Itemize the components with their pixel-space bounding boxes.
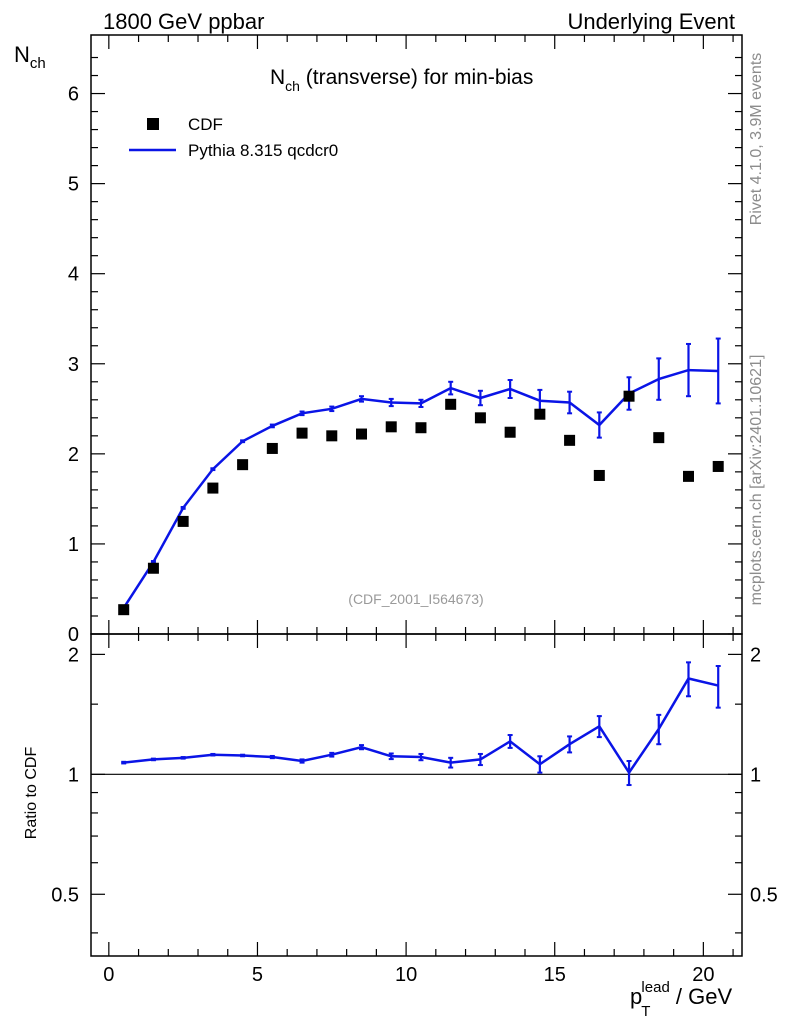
ratio-xtick-label: 20 [692,964,714,986]
cdf-point [266,442,278,454]
cdf-point [534,408,546,420]
cdf-point [326,430,338,442]
legend-label-pythia: Pythia 8.315 qcdcr0 [188,141,338,160]
main-title: Nch (transverse) for min-bias [270,66,533,94]
ratio-ylabel: Ratio to CDF [23,747,40,840]
mcplots-watermark: mcplots.cern.ch [arXiv:2401.10621] [748,355,765,606]
header-left: 1800 GeV ppbar [103,9,264,34]
cdf-point [177,515,189,527]
ratio-ytick-label: 2 [68,644,79,666]
main-ytick-label: 4 [68,264,79,286]
main-ytick-label: 0 [68,624,79,646]
cdf-point [415,422,427,434]
ratio-ytick-label-right: 0.5 [750,884,778,906]
main-ytick-label: 5 [68,174,79,196]
main-axis-ticks: 0 1 2 3 4 5 6 [68,35,742,646]
legend-marker-cdf [147,118,159,130]
main-ytick-label: 6 [68,84,79,106]
cdf-point [356,428,368,440]
main-ytick-label: 3 [68,354,79,376]
cdf-point [682,470,694,482]
cdf-point [147,562,159,574]
ratio-ytick-label-right: 2 [750,644,761,666]
x-axis-label: pTlead / GeV [630,979,732,1020]
ratio-xtick-label: 15 [544,964,566,986]
main-ytick-label: 1 [68,534,79,556]
analysis-tag: (CDF_2001_I564673) [348,591,483,607]
main-ylabel: Nch [14,42,46,72]
cdf-point [653,432,665,444]
cdf-point [207,482,219,494]
cdf-point [385,421,397,433]
cdf-point [712,460,724,472]
rivet-watermark: Rivet 4.1.0, 3.9M events [748,53,765,226]
cdf-point [623,390,635,402]
ratio-xtick-label: 0 [103,964,114,986]
ratio-frame [90,633,743,957]
ratio-axis-ticks: 0 5 10 15 20 0.5 0.5 1 1 2 2 [51,634,778,986]
legend-label-cdf: CDF [188,115,223,134]
cdf-point [593,469,605,481]
cdf-point [296,427,308,439]
legend: CDF Pythia 8.315 qcdcr0 [129,115,338,160]
main-data-marks [118,337,724,616]
ratio-data-marks [121,661,721,787]
cdf-point [474,412,486,424]
cdf-point [504,426,516,438]
main-ytick-label: 2 [68,444,79,466]
ratio-xtick-label: 10 [395,964,417,986]
cdf-point [118,604,130,616]
cdf-point [445,398,457,410]
ratio-ytick-label-right: 1 [750,764,761,786]
cdf-point [564,434,576,446]
cdf-point [237,459,249,471]
ratio-xtick-label: 5 [252,964,263,986]
ratio-ytick-label: 1 [68,764,79,786]
header-right: Underlying Event [567,9,735,34]
ratio-ytick-label: 0.5 [51,884,79,906]
